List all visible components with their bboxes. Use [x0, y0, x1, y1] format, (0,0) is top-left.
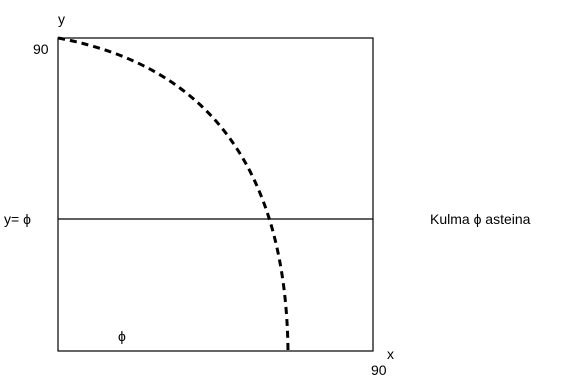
angle-caption: Kulma ϕ asteina	[430, 211, 531, 227]
x-axis-label: x	[387, 346, 394, 362]
dashed-curve	[57, 36, 290, 352]
y-axis-label: y	[58, 11, 65, 27]
y-max-label: 90	[33, 41, 49, 57]
x-max-label: 90	[371, 362, 387, 377]
plot-frame	[57, 37, 374, 352]
phi-line-label: y= ϕ	[4, 211, 31, 227]
phi-region-label: ϕ	[118, 328, 126, 344]
